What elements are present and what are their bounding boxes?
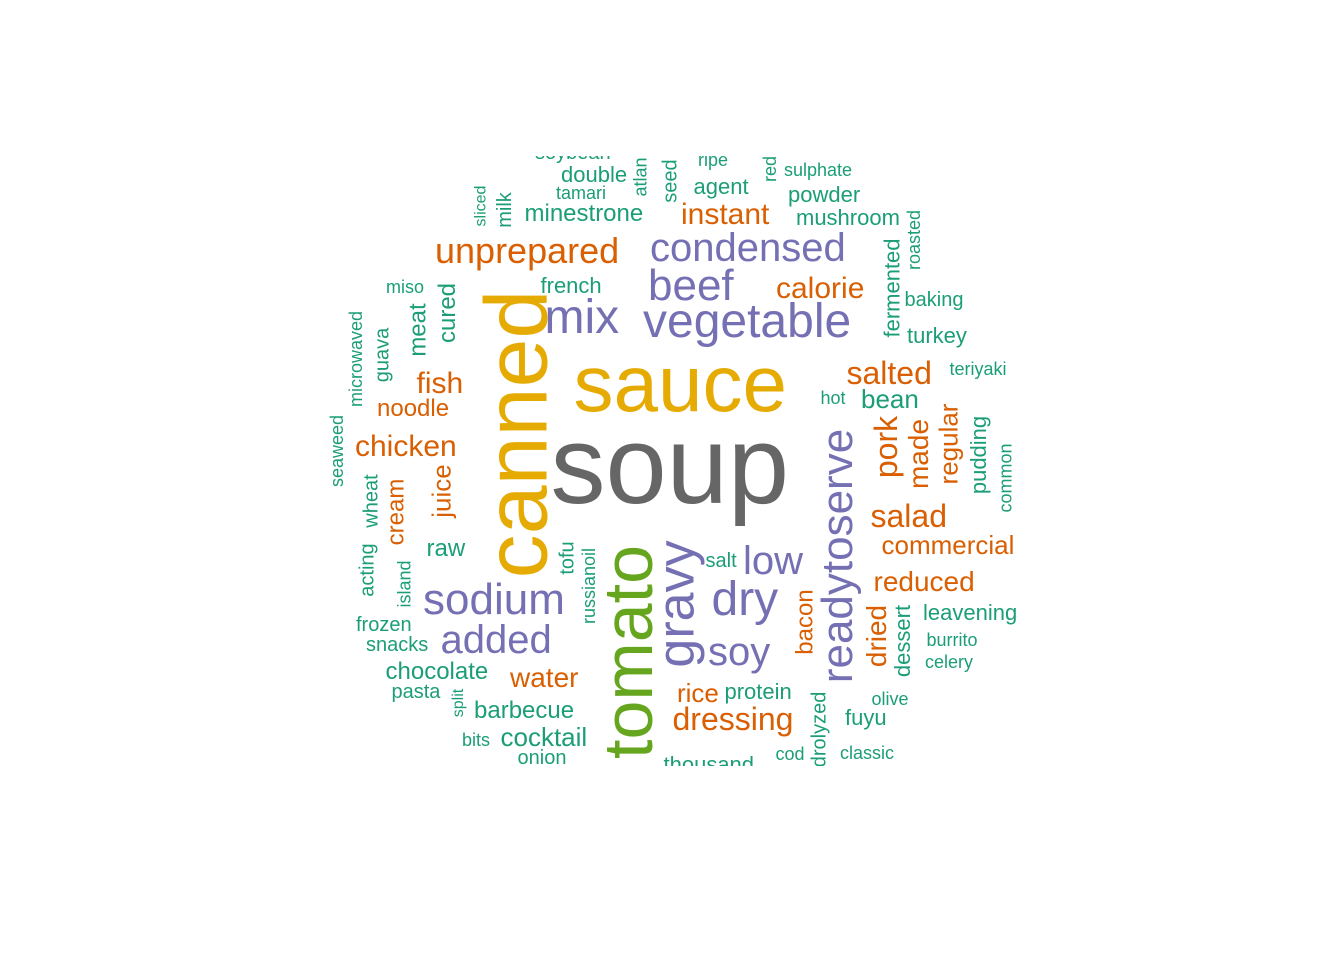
word-guava: guava [370,327,393,383]
word-pasta: pasta [391,681,441,703]
word-bean: bean [861,384,919,414]
word-mix: mix [544,291,620,344]
word-added: added [440,618,552,662]
word-burrito: burrito [926,630,978,650]
word-seed: seed [659,159,682,203]
word-made: made [903,418,935,490]
word-dressing: dressing [672,701,794,737]
word-salt: salt [705,550,737,572]
word-beef: beef [648,261,734,310]
word-cocktail: cocktail [500,722,588,752]
word-common: common [995,443,1016,513]
word-fish: fish [416,367,464,400]
word-hydrolyzed: hydrolyzed [807,691,830,766]
word-olive: olive [871,689,909,709]
word-cured: cured [434,282,462,344]
word-frozen: frozen [356,614,412,636]
word-sliced: sliced [471,185,489,227]
word-powder: powder [788,182,861,207]
word-meat: meat [404,303,432,357]
word-noodle: noodle [377,395,450,422]
word-red: red [760,156,781,183]
word-french: french [540,273,602,298]
word-cod: cod [775,744,805,764]
word-cream: cream [381,478,409,546]
word-low: low [743,539,804,583]
word-thousand: thousand [663,752,755,767]
word-vegetable: vegetable [643,295,852,348]
word-commercial: commercial [881,530,1015,560]
word-soup: soup [550,404,790,527]
word-classic: classic [840,743,895,763]
word-dessert: dessert [890,604,916,678]
word-dried: dried [861,604,893,668]
word-salted: salted [846,355,932,391]
word-sulphate: sulphate [784,160,853,180]
word-reduced: reduced [873,566,975,597]
word-sauce: sauce [573,339,787,428]
word-gravy: gravy [647,540,706,668]
word-celery: celery [925,652,974,672]
word-soy: soy [708,630,771,674]
word-leavening: leavening [923,600,1018,625]
word-atlan: atlan [630,157,651,197]
word-milk: milk [493,192,516,228]
word-dry: dry [711,573,779,626]
word-chicken: chicken [355,430,457,463]
word-russianoil: russianoil [579,547,600,625]
word-turkey: turkey [907,323,967,348]
word-chocolate: chocolate [385,658,489,685]
word-snacks: snacks [366,634,429,656]
word-fermented: fermented [879,238,905,338]
word-agent: agent [693,174,749,199]
word-minestrone: minestrone [524,200,644,227]
word-island: island [394,560,415,608]
word-double: double [561,162,628,187]
word-raw: raw [426,535,466,562]
word-salad: salad [870,498,948,534]
word-onion: onion [517,747,567,766]
word-calorie: calorie [776,272,865,305]
word-condensed: condensed [650,226,846,270]
word-tofu: tofu [556,541,579,575]
word-sodium: sodium [423,575,565,624]
word-split: split [450,688,468,718]
word-mushroom: mushroom [796,205,900,230]
word-readytoserve: readytoserve [813,428,863,684]
word-miso: miso [386,277,425,297]
word-microwaved: microwaved [346,310,367,408]
word-fuyu: fuyu [845,705,887,730]
word-instant: instant [681,198,770,231]
word-acting: acting [356,543,379,597]
word-teriyaki: teriyaki [949,359,1007,379]
word-protein: protein [724,679,792,704]
word-pudding: pudding [966,415,992,495]
word-water: water [510,662,579,693]
word-hot: hot [820,388,846,408]
word-cloud-area: soup sauce canned tomato gravy readytoserve ve… [300,156,1060,766]
word-soybean: soybean [535,156,611,163]
word-bits: bits [462,730,491,750]
word-wheat: wheat [360,474,383,528]
word-roasted: roasted [904,209,925,271]
word-regular: regular [932,403,963,485]
word-unprepared: unprepared [435,230,620,271]
word-pork: pork [868,415,905,479]
word-seaweed: seaweed [327,414,348,488]
word-ripe: ripe [698,156,729,170]
word-tamari: tamari [556,183,607,203]
word-barbecue: barbecue [474,697,575,724]
word-rice: rice [677,678,719,708]
word-juice: juice [426,464,457,518]
word-baking: baking [904,289,964,311]
word-bacon: bacon [791,589,819,655]
